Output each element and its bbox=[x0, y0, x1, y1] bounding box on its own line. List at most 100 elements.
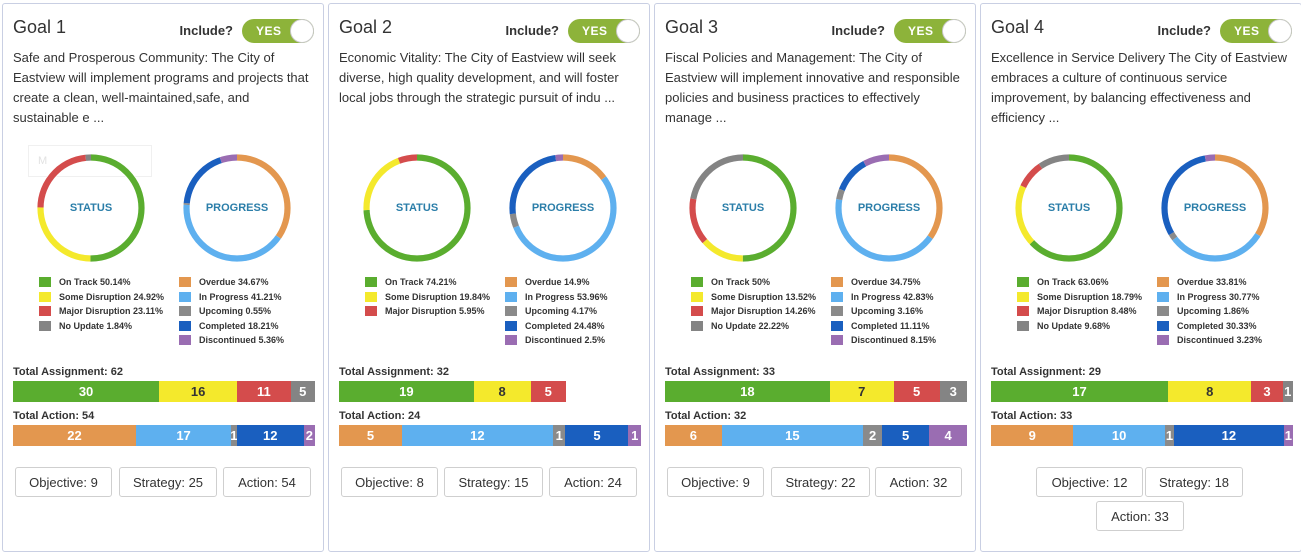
action-bar-segment[interactable]: 9 bbox=[991, 425, 1074, 446]
action-button[interactable]: Action: 32 bbox=[875, 467, 962, 497]
strategy-button[interactable]: Strategy: 22 bbox=[771, 467, 870, 497]
action-bar-segment[interactable]: 1 bbox=[628, 425, 641, 446]
legend-swatch bbox=[1157, 277, 1169, 288]
progress-slice-4[interactable] bbox=[183, 154, 291, 262]
total-action-label: Total Action: 54 bbox=[13, 410, 95, 422]
action-bar-segment[interactable]: 1 bbox=[552, 425, 566, 446]
action-bar-segment[interactable]: 1 bbox=[1283, 425, 1293, 446]
assignment-bar-segment[interactable]: 18 bbox=[665, 381, 830, 402]
action-bar-segment[interactable]: 1 bbox=[1164, 425, 1174, 446]
status-slice-3[interactable] bbox=[37, 154, 145, 262]
assignment-bar-segment[interactable]: 11 bbox=[237, 381, 291, 402]
assignment-bar-segment[interactable]: 5 bbox=[893, 381, 940, 402]
legend-swatch bbox=[365, 306, 377, 317]
legend-swatch bbox=[39, 320, 51, 331]
progress-donut-svg bbox=[182, 153, 292, 263]
assignment-bar-segment[interactable]: 3 bbox=[939, 381, 967, 402]
goal-description: Fiscal Policies and Management: The City… bbox=[665, 50, 960, 125]
strategy-button[interactable]: Strategy: 18 bbox=[1145, 467, 1243, 497]
strategy-button[interactable]: Strategy: 25 bbox=[119, 467, 217, 497]
progress-slice-4[interactable] bbox=[1161, 154, 1269, 262]
progress-ring-edge bbox=[515, 160, 611, 256]
action-bar-segment[interactable]: 4 bbox=[929, 425, 967, 446]
assignment-bar-segment[interactable]: 5 bbox=[290, 381, 315, 402]
legend-label: Major Disruption 23.11% bbox=[59, 306, 164, 317]
progress-slice-3[interactable] bbox=[509, 154, 617, 262]
include-toggle[interactable]: YES bbox=[1220, 19, 1292, 43]
action-bar-segment[interactable]: 17 bbox=[136, 425, 232, 446]
legend-label: Discontinued 3.23% bbox=[1177, 335, 1263, 346]
assignment-bar-segment[interactable]: 16 bbox=[159, 381, 238, 402]
progress-slice-4[interactable] bbox=[509, 154, 617, 262]
status-slice-1[interactable] bbox=[1015, 154, 1123, 262]
assignment-bar-segment[interactable]: 8 bbox=[473, 381, 531, 402]
toggle-knob bbox=[1268, 19, 1292, 43]
action-button[interactable]: Action: 54 bbox=[223, 467, 311, 497]
progress-slice-1[interactable] bbox=[509, 154, 617, 262]
action-bar-segment[interactable]: 12 bbox=[1174, 425, 1284, 446]
objective-button[interactable]: Objective: 9 bbox=[667, 467, 764, 497]
assignment-bar-segment[interactable]: 19 bbox=[339, 381, 474, 402]
status-ring-edge bbox=[36, 153, 146, 263]
action-bar-segment[interactable]: 2 bbox=[303, 425, 315, 446]
progress-slice-1[interactable] bbox=[1161, 154, 1269, 262]
action-bar-segment[interactable]: 1 bbox=[230, 425, 238, 446]
include-label: Include? bbox=[505, 23, 559, 38]
legend-swatch bbox=[39, 291, 51, 302]
action-bar-segment[interactable]: 12 bbox=[236, 425, 304, 446]
legend-label: Major Disruption 14.26% bbox=[711, 306, 816, 317]
status-ring-edge bbox=[1014, 153, 1124, 263]
action-bar-segment[interactable]: 5 bbox=[882, 425, 930, 446]
legend-label: In Progress 30.77% bbox=[1177, 291, 1260, 302]
status-legend: On Track 63.06% Some Disruption 18.79% Maj… bbox=[1017, 275, 1142, 333]
status-slice-1[interactable] bbox=[37, 154, 145, 262]
action-bar-segment[interactable]: 12 bbox=[401, 425, 553, 446]
assignment-bar-segment[interactable]: 1 bbox=[1282, 381, 1293, 402]
legend-swatch bbox=[505, 335, 517, 346]
status-slice-2[interactable] bbox=[363, 154, 471, 262]
objective-button[interactable]: Objective: 9 bbox=[15, 467, 112, 497]
include-toggle[interactable]: YES bbox=[894, 19, 966, 43]
assignment-bar-segment[interactable]: 17 bbox=[991, 381, 1169, 402]
action-bar-segment[interactable]: 2 bbox=[863, 425, 883, 446]
assignment-bar-segment[interactable]: 3 bbox=[1251, 381, 1283, 402]
action-button[interactable]: Action: 24 bbox=[549, 467, 637, 497]
action-button[interactable]: Action: 33 bbox=[1096, 501, 1184, 531]
include-toggle[interactable]: YES bbox=[242, 19, 314, 43]
progress-slice-1[interactable] bbox=[835, 154, 943, 262]
toggle-label: YES bbox=[908, 24, 934, 38]
progress-legend-item: Completed 18.21% bbox=[179, 319, 284, 334]
action-bar-segment[interactable]: 5 bbox=[339, 425, 402, 446]
assignment-bar-segment[interactable]: 8 bbox=[1168, 381, 1252, 402]
status-slice-2[interactable] bbox=[689, 154, 797, 262]
action-bar-segment[interactable]: 22 bbox=[13, 425, 137, 446]
legend-label: On Track 50.14% bbox=[59, 277, 131, 288]
action-bar-segment[interactable]: 10 bbox=[1073, 425, 1165, 446]
toggle-knob bbox=[290, 19, 314, 43]
legend-swatch bbox=[1017, 277, 1029, 288]
action-bar-segment[interactable]: 6 bbox=[665, 425, 722, 446]
status-slice-3[interactable] bbox=[689, 154, 797, 262]
status-legend-item: No Update 1.84% bbox=[39, 319, 164, 334]
strategy-button[interactable]: Strategy: 15 bbox=[444, 467, 543, 497]
assignment-bar-segment[interactable]: 5 bbox=[530, 381, 566, 402]
status-legend-item: On Track 50.14% bbox=[39, 275, 164, 290]
action-bar-segment[interactable]: 5 bbox=[565, 425, 629, 446]
objective-button[interactable]: Objective: 8 bbox=[341, 467, 438, 497]
progress-slice-1[interactable] bbox=[183, 154, 291, 262]
progress-legend-item: Overdue 14.9% bbox=[505, 275, 608, 290]
goal-description: Safe and Prosperous Community: The City … bbox=[13, 50, 309, 125]
assignment-bar-segment[interactable]: 7 bbox=[829, 381, 894, 402]
legend-label: Major Disruption 8.48% bbox=[1037, 306, 1137, 317]
include-toggle[interactable]: YES bbox=[568, 19, 640, 43]
status-legend-item: On Track 74.21% bbox=[365, 275, 490, 290]
progress-slice-3[interactable] bbox=[1161, 154, 1269, 262]
action-bar-segment[interactable]: 15 bbox=[721, 425, 864, 446]
goal-card: Goal 3 Include? YES Fiscal Policies and Man… bbox=[654, 3, 976, 552]
status-slice-1[interactable] bbox=[363, 154, 471, 262]
assignment-bar-segment[interactable]: 30 bbox=[13, 381, 160, 402]
status-slice-3[interactable] bbox=[1015, 154, 1123, 262]
progress-slice-4[interactable] bbox=[835, 154, 943, 262]
legend-swatch bbox=[505, 320, 517, 331]
objective-button[interactable]: Objective: 12 bbox=[1036, 467, 1143, 497]
